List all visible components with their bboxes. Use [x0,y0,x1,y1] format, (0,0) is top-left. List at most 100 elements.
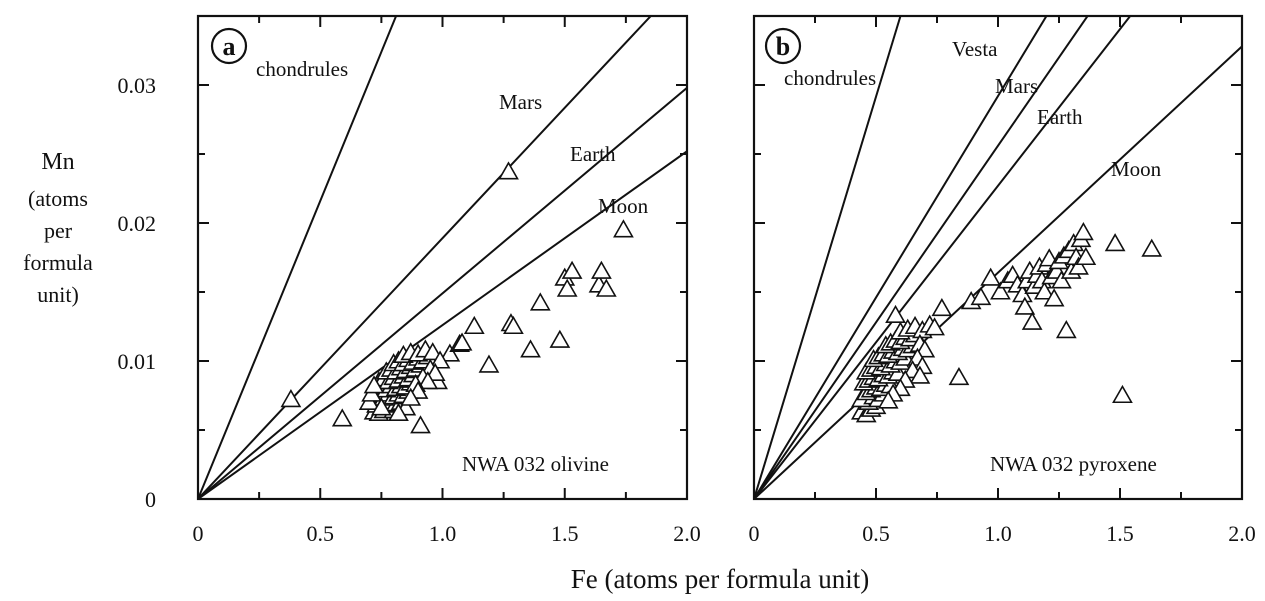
panel-b-data-point [1051,270,1072,289]
panel-b-data-point [1021,311,1043,330]
panel-b-x-tick-label: 0.5 [862,521,890,546]
panel-b-data-point [1068,256,1089,275]
panel-b-label-moon: Moon [1111,157,1162,181]
panel-a-label-mars: Mars [499,90,542,114]
panel-b-reference-lines [754,16,1242,499]
panel-a-letter: a [223,32,236,61]
panel-a-frame [196,14,689,501]
panel-b-data-point [1075,246,1097,266]
y-axis-title-line-4: formula [23,250,93,275]
panel-a-data-point [595,278,617,297]
panel-a-data-point [451,332,473,351]
panel-a-x-tick-label: 1.5 [551,521,579,546]
panel-a-x-tick-label: 2.0 [673,521,701,546]
panel-b-data-point [1112,384,1133,404]
panel-a-data-point [439,343,461,362]
panel-b-label-earth: Earth [1037,105,1083,129]
panel-b-data-point [980,267,1002,286]
panel-a-data-point [410,415,431,434]
panel-a-data-point [463,315,485,335]
panel-b-line-vesta [754,16,1048,499]
panel-b-x-tick-label: 0 [749,521,760,546]
panel-b-data-point [1104,233,1126,252]
panel-b-line-moon [754,44,1242,499]
panel-b-data-point [990,281,1011,300]
panel-a-line-moon [198,150,687,499]
panel-a-y-tick-label: 0.02 [118,211,157,236]
panel-b-data-point [948,366,970,386]
panel-b-data-point [1014,296,1036,315]
panel-b-data-point [877,390,899,409]
panel-b-data-point [1141,238,1163,257]
panel-a-y-tick-label: 0.03 [118,73,157,98]
y-axis-title-line-1: Mn [41,149,74,175]
panel-a-data-point [561,260,583,279]
panel-a-data-point [529,292,551,311]
panel-a-reference-lines [198,16,687,499]
panel-a-x-tick-label: 0.5 [307,521,335,546]
panel-a-y-tick-labels: 0 0.01 0.02 0.03 [118,73,157,512]
x-axis-title: Fe (atoms per formula unit) [571,564,869,594]
y-axis-title-line-2: (atoms [28,186,88,211]
panel-a-data-point [549,329,571,348]
panel-b-line-mars [754,16,1089,499]
panel-b-data-point [1043,288,1065,307]
panel-a-data-point [498,161,519,180]
panel-a-label-chondrules: chondrules [256,57,348,81]
panel-b-line-earth [754,16,1132,499]
panel-b-data-point [1073,222,1094,241]
panel-a-data-point [520,339,541,358]
panel-b-x-tick-label: 1.5 [1106,521,1134,546]
panel-b-label-vesta: Vesta [952,37,998,61]
panel-b-line-chondrules [754,16,902,499]
panel-b-label-mars: Mars [995,74,1038,98]
panel-a-data-point [400,387,422,406]
panel-b-points [850,222,1163,423]
panel-a-line-earth [198,86,687,499]
panel-b-data-point [924,317,945,336]
panel-a-data-point [417,371,439,390]
panel-a-y-tick-label: 0.01 [118,349,157,374]
panel-a-x-tick-label: 0 [193,521,204,546]
panel-a-sample-label: NWA 032 olivine [462,452,609,476]
panel-b-data-point [909,365,931,384]
panel-a-data-point [556,278,578,297]
panel-b-data-point [885,304,906,324]
panel-a-label-moon: Moon [598,194,649,218]
panel-a-data-point [478,354,500,373]
panel-a-data-point [591,260,612,279]
panel-a-data-point [370,397,392,416]
panel-a-ticks [197,15,688,500]
panel-a-points [280,161,634,434]
panel-a-data-point [613,219,634,238]
panel-a-letter-badge: a [210,27,248,65]
panel-b-data-point [931,297,953,317]
panel-b-data-point [970,286,992,306]
y-axis-title-line-3: per [44,218,73,243]
panel-a-x-tick-label: 1.0 [429,521,457,546]
panel-b-x-tick-labels: 0 0.5 1.0 1.5 2.0 [749,521,1256,546]
panel-a-label-earth: Earth [570,142,616,166]
panel-a-y-tick-label: 0 [145,487,156,512]
panel-b-sample-label: NWA 032 pyroxene [990,452,1157,476]
panel-a-data-point [363,375,385,394]
panel-b-x-tick-label: 2.0 [1228,521,1256,546]
panel-a-line-chondrules [198,16,398,499]
panel-b-label-chondrules: chondrules [784,66,876,90]
panel-a-x-tick-labels: 0 0.5 1.0 1.5 2.0 [193,521,701,546]
panel-b-data-point [1033,281,1055,300]
panel-a-data-point [388,402,409,421]
panel-a-data-point [280,389,302,408]
panel-b-letter: b [776,32,790,61]
panel-b-x-tick-label: 1.0 [984,521,1012,546]
panel-b-letter-badge: b [764,27,802,65]
panel-a-data-point [331,408,353,427]
y-axis-title: Mn (atoms per formula unit) [23,149,93,307]
panel-b-ticks [753,15,1243,500]
panel-b: b chondrules Vesta Mars Earth Moon NWA 0… [749,14,1256,546]
y-axis-title-line-5: unit) [37,282,79,307]
panel-a-data-point [503,315,524,335]
panel-a: a chondrules Mars Earth Moon NWA 032 oli… [118,14,701,546]
panel-b-data-point [1055,320,1077,339]
